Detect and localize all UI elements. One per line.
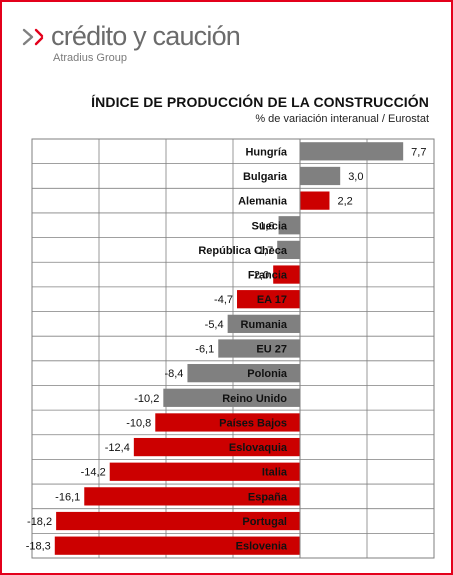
bar — [278, 216, 300, 235]
category-label: República Checa — [198, 245, 288, 257]
value-label: 2,2 — [337, 196, 352, 208]
value-label: -1,6 — [256, 220, 275, 232]
value-label: -12,4 — [105, 442, 130, 454]
category-label: Portugal — [242, 516, 287, 528]
chart-subtitle: % de variación interanual / Eurostat — [255, 113, 429, 125]
category-label: Eslovaquia — [229, 442, 288, 454]
category-label: Bulgaria — [243, 171, 288, 183]
category-label: Hungría — [245, 146, 287, 158]
bar — [56, 511, 301, 531]
value-label: -2,0 — [250, 270, 269, 282]
bar — [277, 240, 300, 260]
category-label: Polonia — [247, 368, 288, 380]
value-label: -6,1 — [195, 344, 214, 356]
logo-arrows-icon — [22, 28, 44, 46]
category-label: Italia — [262, 467, 288, 479]
value-label: -10,8 — [126, 417, 151, 429]
bar — [54, 536, 300, 555]
value-label: -8,4 — [164, 368, 183, 380]
bar — [300, 191, 330, 210]
bar — [109, 462, 300, 481]
chart-title: ÍNDICE DE PRODUCCIÓN DE LA CONSTRUCCIÓN — [91, 94, 429, 110]
category-label: Eslovenia — [236, 541, 288, 553]
brand-name: crédito y caución — [51, 21, 241, 51]
value-label: -4,7 — [214, 294, 233, 306]
value-label: -18,2 — [27, 516, 52, 528]
category-label: EA 17 — [257, 294, 287, 306]
bar — [300, 166, 341, 186]
value-label: -14,2 — [81, 467, 106, 479]
value-label: -16,1 — [55, 491, 80, 503]
bar — [187, 364, 300, 383]
bar — [300, 142, 404, 161]
category-label: EU 27 — [256, 344, 287, 356]
bar — [273, 265, 300, 284]
category-label: Francia — [248, 270, 288, 282]
value-label: -10,2 — [134, 393, 159, 405]
category-label: Reino Unido — [222, 393, 287, 405]
value-label: -18,3 — [26, 541, 51, 553]
value-label: -1,7 — [254, 245, 273, 257]
bar — [237, 290, 300, 309]
bar — [155, 413, 300, 432]
bar — [218, 339, 300, 358]
brand-subtitle: Atradius Group — [53, 52, 127, 64]
bar — [227, 314, 300, 333]
bar — [163, 388, 300, 407]
category-label: Alemania — [238, 196, 288, 208]
category-label: Suecia — [252, 220, 288, 232]
category-label: Rumania — [241, 319, 288, 331]
value-label: -5,4 — [205, 319, 224, 331]
value-label: 3,0 — [348, 171, 363, 183]
bar — [133, 437, 300, 457]
bar — [84, 487, 300, 506]
brand-logo: crédito y caución Atradius Group — [20, 20, 280, 70]
category-label: Países Bajos — [219, 417, 287, 429]
category-label: España — [248, 491, 288, 503]
value-label: 7,7 — [411, 146, 426, 158]
